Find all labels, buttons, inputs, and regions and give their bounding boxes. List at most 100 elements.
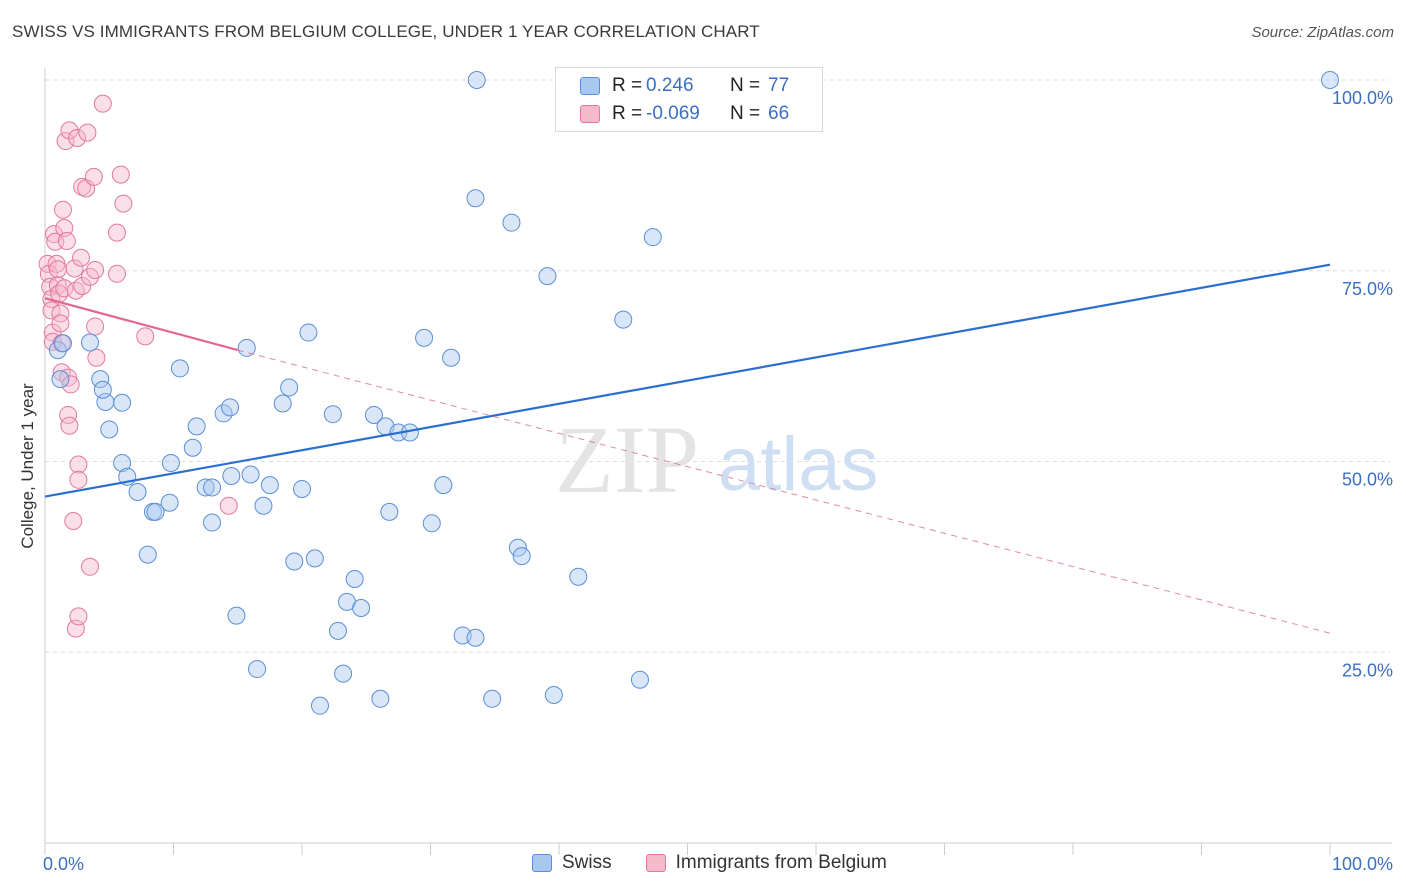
belgium-point	[66, 281, 85, 300]
swiss-point	[323, 405, 342, 424]
legend-item-belgium[interactable]: Immigrants from Belgium	[645, 852, 887, 874]
swiss-point	[293, 479, 311, 498]
n-label: N =	[730, 75, 761, 96]
swiss-point	[53, 334, 72, 353]
belgium-swatch	[580, 105, 600, 123]
swiss-point	[160, 493, 179, 512]
swiss-point	[113, 454, 132, 473]
legend-row-belgium: R = -0.069 N = 66	[580, 102, 789, 126]
belgium-point	[64, 512, 83, 531]
swiss-point	[371, 689, 390, 708]
belgium-trend-line	[44, 297, 239, 352]
swiss-point	[334, 664, 353, 683]
swiss-point	[380, 502, 399, 521]
swiss-point	[643, 228, 662, 247]
belgium-point	[114, 194, 133, 213]
belgium-point	[51, 304, 70, 323]
belgium-point	[73, 277, 92, 296]
n-value: 77	[768, 75, 790, 96]
swiss-point	[466, 189, 485, 208]
belgium-point	[59, 368, 78, 387]
swiss-point	[467, 71, 486, 89]
swiss-point	[241, 465, 260, 484]
swiss-point	[161, 454, 180, 473]
y-tick-label: 25.0%	[1342, 660, 1393, 680]
swiss-point	[305, 549, 324, 568]
legend-item-swiss[interactable]: Swiss	[532, 852, 612, 874]
swiss-point	[483, 689, 502, 708]
belgium-point	[71, 248, 90, 267]
belgium-point	[111, 165, 130, 184]
legend-row-swiss: R = 0.246 N = 77	[580, 74, 789, 98]
swiss-point	[328, 621, 347, 640]
swiss-point	[260, 476, 279, 495]
swiss-point	[170, 359, 189, 378]
swiss-point	[415, 328, 434, 347]
swiss-point	[422, 514, 441, 533]
belgium-point	[51, 314, 70, 333]
swiss-point	[345, 570, 364, 589]
belgium-point	[68, 128, 87, 147]
swiss-point	[222, 466, 241, 485]
belgium-point	[86, 317, 105, 336]
belgium-point	[87, 348, 106, 367]
x-tick-label: 100.0%	[1332, 854, 1393, 874]
swiss-point	[538, 267, 557, 286]
belgium-point	[69, 455, 88, 474]
swiss-point	[434, 476, 453, 495]
swiss-point	[183, 438, 202, 457]
series-legend: Swiss Immigrants from Belgium	[532, 852, 921, 874]
swiss-point	[227, 606, 246, 625]
swiss-point	[203, 513, 222, 532]
swiss-legend-swatch	[532, 854, 552, 872]
swiss-point	[100, 420, 119, 439]
chart-title: SWISS VS IMMIGRANTS FROM BELGIUM COLLEGE…	[12, 22, 760, 41]
watermark-zip: ZIP	[555, 406, 699, 513]
y-tick-label: 50.0%	[1342, 470, 1393, 490]
swiss-point	[138, 545, 157, 564]
belgium-point	[107, 223, 126, 242]
belgium-point	[107, 264, 126, 283]
belgium-point	[84, 167, 103, 186]
r-label: R =	[612, 103, 643, 124]
belgium-point	[136, 327, 155, 346]
swiss-point	[91, 370, 110, 389]
swiss-point	[221, 398, 240, 417]
swiss-point	[237, 338, 256, 357]
swiss-point	[466, 628, 485, 647]
swiss-point	[51, 370, 70, 389]
swiss-point	[502, 213, 521, 232]
belgium-point	[86, 260, 105, 279]
swiss-point	[1321, 71, 1339, 89]
belgium-point	[93, 94, 112, 113]
belgium-point	[69, 607, 88, 626]
n-value: 66	[768, 103, 790, 124]
swiss-point	[569, 567, 588, 586]
swiss-point	[93, 380, 112, 399]
swiss-point	[248, 660, 267, 679]
watermark-atlas: atlas	[718, 422, 879, 507]
swiss-point	[196, 478, 215, 497]
belgium-point	[61, 375, 80, 394]
swiss-point	[299, 323, 318, 342]
swiss-point	[273, 394, 292, 413]
r-value: -0.069	[646, 103, 700, 124]
y-tick-label: 100.0%	[1332, 88, 1393, 108]
belgium-point	[55, 279, 74, 298]
legend-label: Swiss	[562, 852, 612, 873]
belgium-legend-swatch	[645, 854, 666, 872]
swiss-point	[512, 547, 531, 566]
swiss-point	[310, 696, 329, 715]
belgium-point	[219, 496, 238, 515]
swiss-point	[442, 348, 461, 367]
belgium-point	[56, 132, 75, 151]
swiss-point	[80, 333, 99, 352]
belgium-point	[60, 416, 79, 435]
swiss-point	[544, 685, 563, 704]
belgium-point	[57, 231, 76, 250]
swiss-trend-line	[44, 263, 1331, 498]
belgium-point	[80, 557, 99, 576]
swiss-point	[146, 502, 165, 521]
swiss-swatch	[580, 77, 600, 95]
